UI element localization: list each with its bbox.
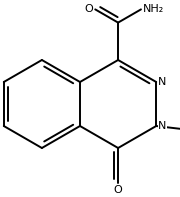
Text: N: N (158, 77, 166, 87)
Text: NH₂: NH₂ (143, 4, 164, 14)
Text: O: O (84, 4, 93, 14)
Text: O: O (114, 185, 122, 195)
Text: N: N (158, 121, 166, 131)
